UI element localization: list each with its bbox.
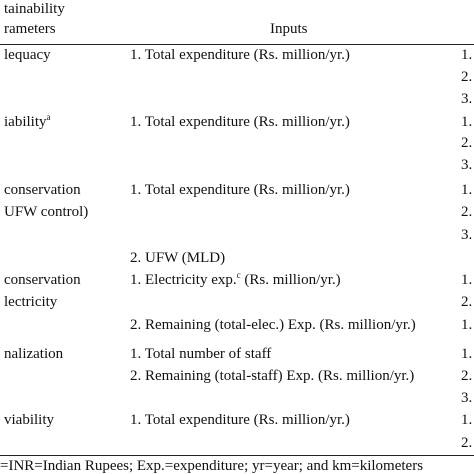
header-parameter: tainability <box>4 1 65 17</box>
parameter: nalization <box>4 346 64 362</box>
footnote: =INR=Indian Rupees; Exp.=expenditure; yr… <box>0 458 424 474</box>
parameter-text: iability <box>4 114 47 130</box>
output: 2. <box>461 294 473 310</box>
input: 2. Remaining (total-staff) Exp. (Rs. mil… <box>130 368 415 384</box>
input: 1. Total expenditure (Rs. million/yr.) <box>130 412 350 428</box>
output: 3. <box>461 157 473 173</box>
output: 1. <box>461 182 473 198</box>
output: 3. <box>461 390 473 406</box>
output: 2. <box>461 204 473 220</box>
input: 1. Total expenditure (Rs. million/yr.) <box>130 47 350 63</box>
input: 1. Total expenditure (Rs. million/yr.) <box>130 114 350 130</box>
parameter: viability <box>4 412 54 428</box>
input: 2. Remaining (total-elec.) Exp. (Rs. mil… <box>130 317 416 333</box>
output: 1. <box>461 272 473 288</box>
output: 1. <box>461 317 473 333</box>
output: 1. <box>461 412 473 428</box>
output: 1. <box>461 114 473 130</box>
header-inputs: Inputs <box>270 21 308 37</box>
header-rule <box>0 44 474 45</box>
parameter: lequacy <box>4 47 51 63</box>
superscript: c <box>236 270 241 280</box>
output: 1. <box>461 346 473 362</box>
parameter: iabilitya <box>4 112 51 131</box>
parameter: conservation <box>4 272 81 288</box>
output: 2. <box>461 368 473 384</box>
parameter: UFW control) <box>4 204 89 220</box>
parameter: lectricity <box>4 294 58 310</box>
input: 1. Electricity exp.c (Rs. million/yr.) <box>130 270 341 289</box>
parameter: conservation <box>4 182 81 198</box>
input: 1. Total number of staff <box>130 346 272 362</box>
input: 1. Total expenditure (Rs. million/yr.) <box>130 182 350 198</box>
output: 3. <box>461 227 473 243</box>
input-text: 1. Electricity exp. <box>130 272 237 288</box>
header-parameter: rameters <box>4 21 56 37</box>
output: 2. <box>461 435 473 451</box>
output: 1. <box>461 47 473 63</box>
output: 3. <box>461 91 473 107</box>
output: 2. <box>461 135 473 151</box>
superscript: a <box>46 112 51 122</box>
bottom-rule <box>0 455 474 456</box>
output: 2. <box>461 69 473 85</box>
input-text: (Rs. million/yr.) <box>240 272 341 288</box>
input: 2. UFW (MLD) <box>130 250 226 266</box>
